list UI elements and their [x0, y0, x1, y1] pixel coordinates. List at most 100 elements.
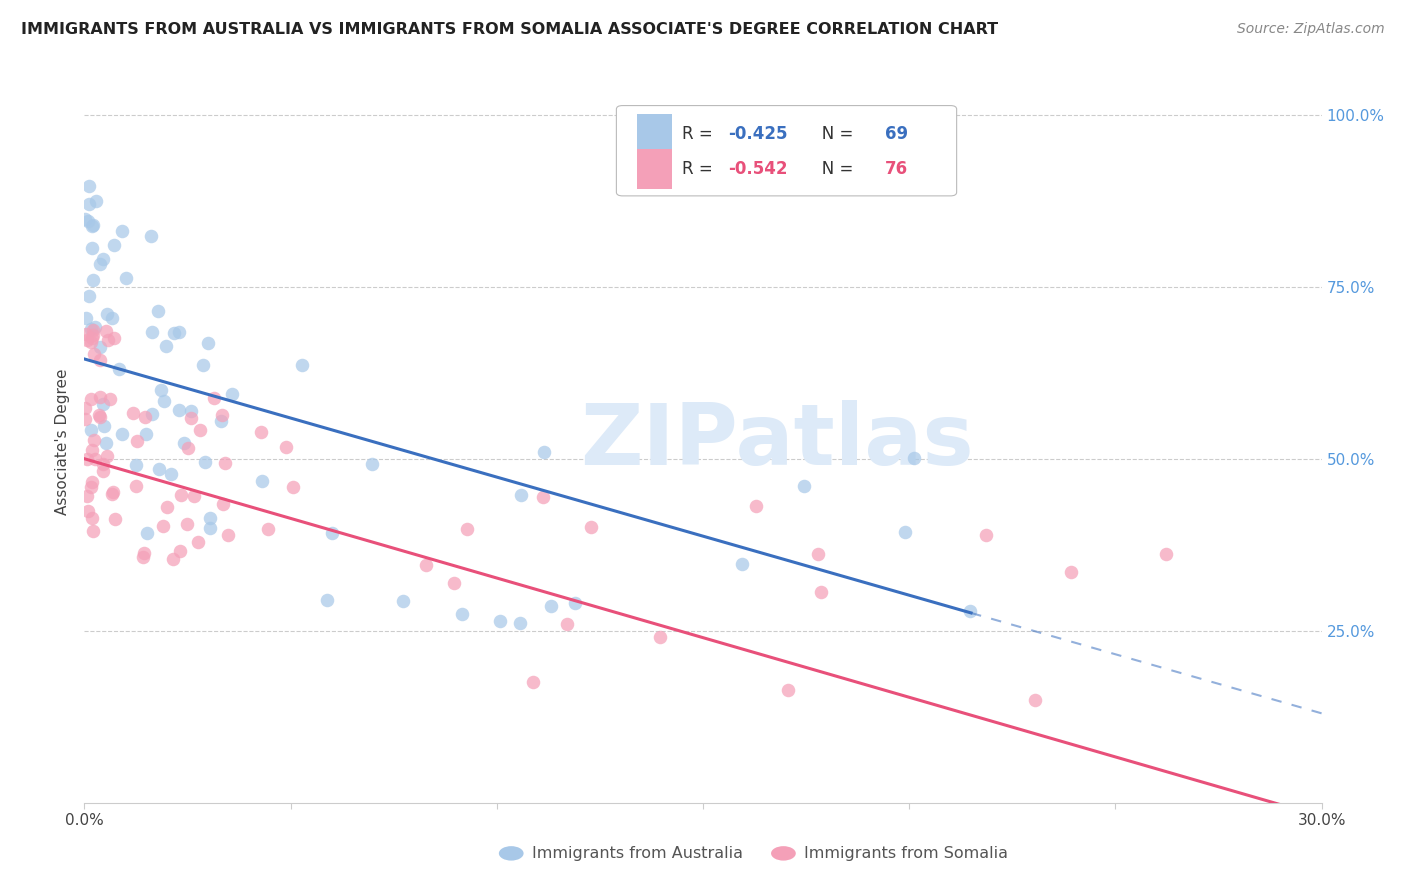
- Point: [111, 224, 134, 238]
- Point: [121, 406, 143, 420]
- Point: [93, 397, 115, 411]
- Point: [84, 452, 107, 467]
- Point: [96, 449, 118, 463]
- Text: -0.425: -0.425: [728, 125, 787, 143]
- Point: [80, 475, 103, 489]
- Text: ZIPatlas: ZIPatlas: [581, 400, 974, 483]
- Point: [443, 575, 465, 590]
- Point: [82, 524, 104, 538]
- Point: [91, 457, 114, 471]
- Point: [173, 435, 195, 450]
- Point: [198, 511, 221, 525]
- Point: [82, 328, 104, 343]
- Point: [148, 461, 170, 475]
- Point: [80, 219, 103, 233]
- Point: [167, 403, 190, 417]
- Point: [77, 504, 100, 518]
- Point: [75, 326, 97, 341]
- Circle shape: [499, 847, 523, 861]
- Point: [155, 339, 177, 353]
- Point: [76, 451, 98, 466]
- Point: [391, 594, 413, 608]
- Point: [959, 604, 981, 618]
- Point: [510, 488, 533, 502]
- Text: Immigrants from Somalia: Immigrants from Somalia: [804, 846, 1008, 861]
- Point: [793, 479, 815, 493]
- Point: [77, 214, 100, 228]
- FancyBboxPatch shape: [616, 105, 956, 196]
- Point: [101, 486, 124, 500]
- Point: [103, 331, 125, 345]
- Point: [76, 489, 98, 503]
- Point: [555, 616, 578, 631]
- Point: [187, 535, 209, 549]
- Point: [80, 334, 103, 349]
- Point: [316, 593, 339, 607]
- Point: [94, 436, 117, 450]
- Point: [83, 347, 105, 361]
- Point: [221, 387, 243, 401]
- Point: [115, 270, 138, 285]
- Text: Immigrants from Australia: Immigrants from Australia: [533, 846, 744, 861]
- Point: [360, 457, 382, 471]
- Point: [75, 311, 97, 326]
- Point: [212, 498, 235, 512]
- Point: [80, 443, 103, 458]
- Point: [125, 434, 148, 449]
- Point: [73, 401, 96, 415]
- Point: [533, 445, 555, 459]
- Point: [77, 179, 100, 194]
- Point: [80, 510, 103, 524]
- Point: [183, 489, 205, 503]
- Point: [148, 303, 170, 318]
- Point: [209, 414, 232, 428]
- Point: [84, 320, 107, 334]
- Point: [103, 237, 125, 252]
- Point: [180, 404, 202, 418]
- Point: [163, 326, 186, 340]
- Point: [77, 197, 100, 211]
- Point: [89, 410, 111, 425]
- Point: [451, 607, 474, 621]
- Point: [509, 615, 531, 630]
- Point: [1060, 565, 1083, 579]
- Point: [132, 550, 155, 565]
- Point: [274, 440, 297, 454]
- Point: [197, 336, 219, 351]
- Point: [283, 480, 305, 494]
- Point: [98, 392, 121, 406]
- Point: [167, 325, 190, 339]
- Text: 69: 69: [884, 125, 908, 143]
- Point: [250, 474, 273, 488]
- Point: [136, 526, 159, 541]
- Point: [256, 522, 278, 536]
- Point: [169, 544, 191, 558]
- Point: [540, 599, 562, 613]
- Point: [79, 392, 101, 406]
- Point: [152, 394, 174, 409]
- Point: [84, 194, 107, 208]
- Point: [321, 526, 343, 541]
- Point: [193, 455, 215, 469]
- Point: [89, 353, 111, 368]
- Point: [744, 499, 766, 513]
- Point: [564, 596, 586, 610]
- Point: [77, 289, 100, 303]
- Text: 76: 76: [884, 160, 908, 178]
- Point: [176, 516, 198, 531]
- Point: [211, 408, 233, 422]
- Text: N =: N =: [806, 125, 858, 143]
- Point: [82, 241, 104, 255]
- Bar: [637, 114, 672, 154]
- Point: [134, 546, 156, 560]
- Point: [810, 584, 832, 599]
- Point: [82, 218, 104, 232]
- Point: [974, 528, 997, 542]
- Point: [415, 558, 437, 572]
- Point: [488, 614, 510, 628]
- Point: [903, 450, 925, 465]
- Point: [152, 519, 174, 533]
- Point: [650, 630, 672, 644]
- Point: [91, 464, 114, 478]
- Point: [217, 528, 239, 542]
